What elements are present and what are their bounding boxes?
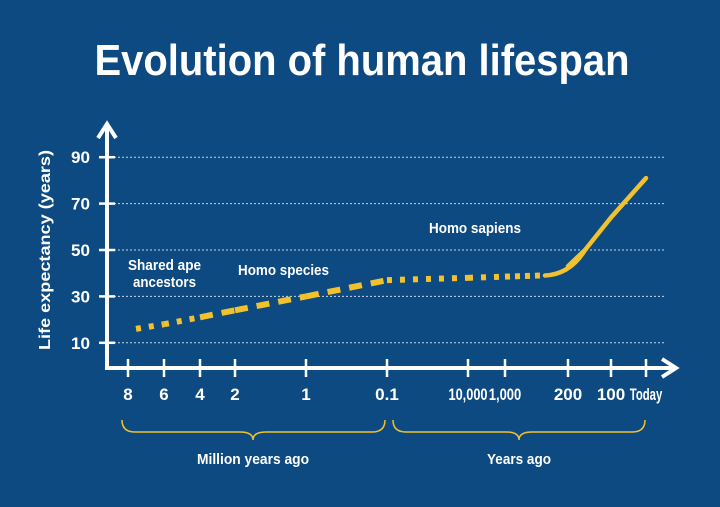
line-segment-dotted <box>135 321 165 332</box>
y-tick-label: 10 <box>71 334 90 353</box>
group-label-million-years-ago: Million years ago <box>197 451 309 468</box>
line-segment-dashed <box>199 307 236 321</box>
x-tick-label: 8 <box>123 385 132 404</box>
line-segment-dashed <box>234 293 307 314</box>
x-axis-arrow-icon <box>660 357 680 379</box>
lifespan-line <box>135 175 649 332</box>
y-tick-label: 70 <box>71 195 90 214</box>
y-axis-arrow-icon <box>96 120 118 140</box>
line-segment-dotted <box>163 314 201 328</box>
x-tick-label: 1,000 <box>489 385 522 404</box>
x-ticks: 8 6 4 2 1 0.1 10,000 1,000 200 100 Today <box>123 359 663 404</box>
annotation-homo-sapiens: Homo sapiens <box>429 220 521 237</box>
x-tick-label: 6 <box>159 385 168 404</box>
y-tick-label: 50 <box>71 241 90 260</box>
gridlines <box>110 156 665 344</box>
annotation-shared-ape-1: Shared ape <box>128 257 201 274</box>
x-tick-label: 0.1 <box>375 385 399 404</box>
brace-years <box>392 419 646 441</box>
line-segment-dotted <box>386 274 469 284</box>
brace-million-years <box>121 419 386 441</box>
x-tick-label: 10,000 <box>449 385 488 404</box>
line-segment-dotted <box>467 273 506 281</box>
annotation-homo-species: Homo species <box>238 262 329 279</box>
line-segment-dashed <box>305 277 388 300</box>
y-tick-label: 30 <box>71 287 90 306</box>
x-tick-label: 100 <box>597 385 625 404</box>
x-tick-label: 2 <box>230 385 239 404</box>
line-segment-solid <box>608 175 649 220</box>
chart-title: Evolution of human lifespan <box>95 36 630 85</box>
x-tick-label: 1 <box>301 385 310 404</box>
x-tick-label: 200 <box>554 385 582 404</box>
x-tick-label: Today <box>630 385 663 404</box>
annotation-shared-ape-2: ancestors <box>133 274 196 291</box>
y-tick-label: 90 <box>71 148 90 167</box>
x-tick-label: 4 <box>195 385 205 404</box>
y-axis-label: Life expectancy (years) <box>37 150 54 350</box>
y-ticks: 90 70 50 30 10 <box>71 148 115 353</box>
group-label-years-ago: Years ago <box>487 451 551 468</box>
line-segment-solid <box>582 215 614 253</box>
